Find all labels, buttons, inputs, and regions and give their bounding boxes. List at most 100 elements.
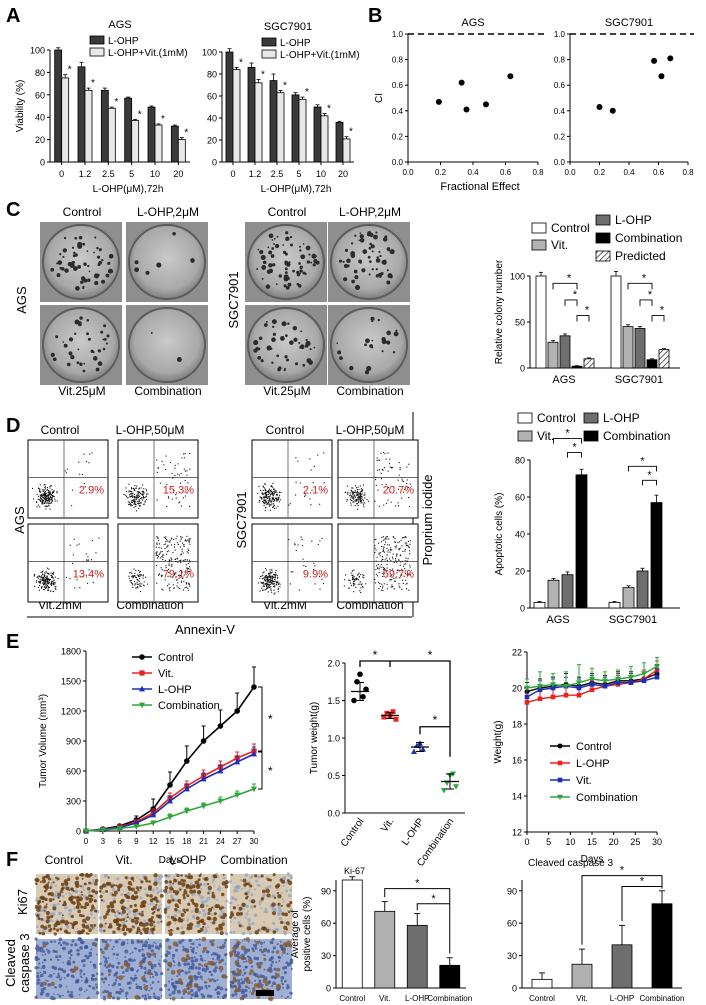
flow-event bbox=[309, 498, 311, 500]
ihc-nucleus bbox=[95, 985, 99, 989]
flow-event bbox=[270, 491, 272, 493]
flow-event bbox=[389, 569, 391, 571]
flow-event bbox=[267, 578, 269, 580]
flow-event bbox=[398, 570, 400, 572]
y-tick-label: 1800 bbox=[61, 647, 81, 657]
flow-event bbox=[167, 540, 169, 542]
data-point bbox=[363, 686, 369, 693]
data-marker bbox=[116, 826, 123, 832]
flow-event bbox=[156, 564, 158, 567]
significance-bracket bbox=[627, 282, 653, 290]
colony-dot bbox=[392, 351, 396, 354]
colony-dot bbox=[268, 345, 271, 348]
ihc-nucleus bbox=[112, 952, 116, 956]
flow-event bbox=[130, 505, 132, 507]
flow-event bbox=[47, 578, 49, 580]
ihc-nucleus bbox=[236, 889, 239, 892]
data-marker bbox=[589, 687, 595, 693]
flow-event bbox=[134, 572, 136, 574]
flow-event bbox=[185, 564, 187, 566]
ki67-positive-cell bbox=[211, 906, 214, 909]
colony-dot bbox=[258, 336, 263, 341]
flow-event bbox=[356, 500, 358, 502]
caspase3-positive-cell bbox=[245, 937, 250, 942]
flow-event bbox=[407, 546, 409, 548]
y-tick-label: 90 bbox=[507, 886, 517, 896]
flow-event bbox=[257, 492, 259, 494]
ihc-nucleus bbox=[216, 956, 221, 961]
flow-event bbox=[288, 504, 290, 506]
ihc-nucleus bbox=[132, 912, 137, 917]
flow-event bbox=[158, 547, 160, 549]
ihc-nucleus bbox=[269, 957, 273, 961]
ihc-nucleus bbox=[125, 907, 128, 910]
flow-event bbox=[259, 590, 261, 592]
ki67-positive-cell bbox=[163, 888, 168, 893]
flow-event bbox=[275, 490, 277, 492]
ihc-nucleus bbox=[262, 983, 264, 986]
colony-dot bbox=[256, 267, 259, 270]
flow-event bbox=[352, 576, 354, 578]
ihc-nucleus bbox=[124, 956, 127, 959]
flow-event bbox=[51, 500, 53, 503]
flow-event bbox=[161, 588, 163, 590]
flow-event bbox=[358, 492, 360, 494]
data-point bbox=[393, 716, 399, 722]
flow-event bbox=[364, 492, 366, 494]
ki67-positive-cell bbox=[183, 911, 187, 914]
flow-event bbox=[188, 582, 190, 584]
flow-event bbox=[264, 492, 266, 494]
ihc-nucleus bbox=[230, 984, 234, 989]
caspase3-positive-cell bbox=[236, 969, 242, 975]
flow-event bbox=[305, 565, 307, 568]
flow-event bbox=[184, 453, 186, 455]
ihc-nucleus bbox=[199, 975, 203, 979]
ihc-nucleus bbox=[101, 939, 106, 944]
y-tick-label: 60 bbox=[35, 90, 45, 100]
flow-event bbox=[168, 497, 170, 499]
legend-label: L-OHP+Vit.(1mM) bbox=[280, 50, 360, 61]
caspase3-positive-cell bbox=[167, 961, 173, 967]
ki67-positive-cell bbox=[153, 873, 158, 878]
flow-event bbox=[382, 539, 384, 541]
bar-control bbox=[535, 275, 547, 369]
flow-event bbox=[360, 584, 363, 586]
ihc-nucleus bbox=[190, 996, 193, 999]
ihc-nucleus bbox=[147, 995, 152, 1000]
ki67-positive-cell bbox=[44, 905, 48, 909]
flow-event bbox=[404, 560, 406, 562]
data-marker bbox=[576, 680, 582, 686]
ihc-nucleus bbox=[290, 907, 293, 911]
ihc-nucleus bbox=[68, 913, 72, 916]
ki67-positive-cell bbox=[199, 873, 203, 876]
flow-event bbox=[165, 455, 167, 457]
flow-event bbox=[359, 581, 361, 583]
flow-event bbox=[136, 491, 138, 493]
ihc-nucleus bbox=[286, 983, 289, 987]
legend-swatch bbox=[595, 250, 611, 262]
ihc-nucleus bbox=[180, 996, 184, 1000]
legend-swatch bbox=[583, 412, 599, 424]
ihc-nucleus bbox=[51, 912, 56, 916]
flow-event bbox=[186, 470, 188, 472]
flow-event bbox=[265, 588, 267, 590]
significance-star: * bbox=[138, 109, 142, 120]
flow-event bbox=[405, 544, 407, 546]
ihc-nucleus bbox=[220, 970, 223, 973]
flow-event bbox=[155, 552, 157, 555]
ihc-nucleus bbox=[166, 874, 171, 878]
caspase3-positive-cell bbox=[141, 975, 146, 981]
flow-event bbox=[170, 557, 172, 559]
flow-event bbox=[262, 490, 264, 492]
ihc-nucleus bbox=[42, 964, 46, 968]
ihc-nucleus bbox=[158, 944, 163, 949]
flow-event bbox=[259, 577, 261, 579]
colony-dot bbox=[265, 284, 271, 289]
ihc-nucleus bbox=[263, 921, 266, 924]
ki67-positive-cell bbox=[126, 913, 129, 916]
flow-event bbox=[274, 497, 276, 499]
caspase3-positive-cell bbox=[203, 980, 207, 984]
colony-dot bbox=[134, 267, 139, 273]
colony-dot bbox=[309, 348, 312, 351]
colony-dot bbox=[271, 361, 274, 364]
